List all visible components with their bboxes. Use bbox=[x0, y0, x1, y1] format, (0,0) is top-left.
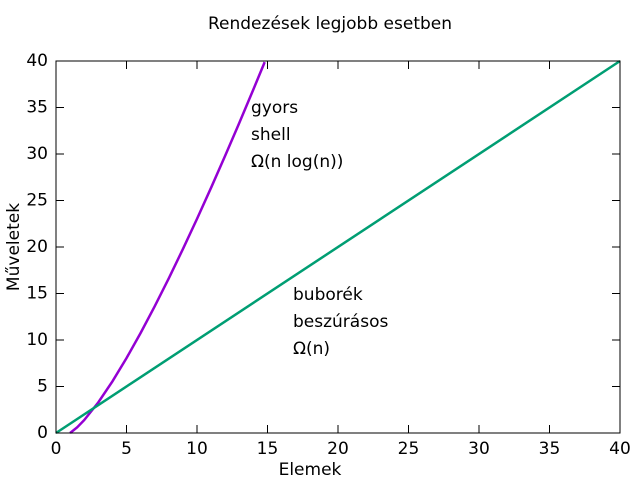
annotation: Ω(n) bbox=[293, 339, 330, 359]
y-tick-label: 30 bbox=[26, 144, 48, 164]
y-tick-label: 35 bbox=[26, 98, 48, 118]
x-tick-label: 35 bbox=[539, 439, 561, 459]
y-axis-label: Műveletek bbox=[4, 203, 24, 291]
y-tick-label: 10 bbox=[26, 330, 48, 350]
x-tick-label: 10 bbox=[186, 439, 208, 459]
y-tick-label: 0 bbox=[37, 423, 48, 443]
annotation: beszúrásos bbox=[293, 312, 388, 332]
x-axis-label: Elemek bbox=[279, 460, 342, 480]
x-tick-label: 25 bbox=[398, 439, 420, 459]
x-tick-label: 15 bbox=[257, 439, 279, 459]
x-tick-label: 40 bbox=[609, 439, 631, 459]
chart-title: Rendezések legjobb esetben bbox=[208, 14, 452, 34]
y-tick-label: 15 bbox=[26, 284, 48, 304]
y-tick-label: 20 bbox=[26, 237, 48, 257]
x-tick-label: 20 bbox=[327, 439, 349, 459]
annotation: gyors bbox=[251, 98, 298, 118]
line bbox=[55, 59, 621, 435]
y-tick-label: 40 bbox=[26, 51, 48, 71]
x-tick-label: 0 bbox=[51, 439, 62, 459]
annotation: buborék bbox=[293, 285, 363, 305]
x-tick-label: 5 bbox=[121, 439, 132, 459]
y-tick-label: 25 bbox=[26, 191, 48, 211]
line bbox=[69, 61, 266, 434]
annotation: shell bbox=[251, 125, 291, 145]
x-tick-label: 30 bbox=[468, 439, 490, 459]
plot-frame bbox=[55, 60, 621, 434]
y-tick-label: 5 bbox=[37, 377, 48, 397]
annotation: Ω(n log(n)) bbox=[251, 152, 343, 172]
